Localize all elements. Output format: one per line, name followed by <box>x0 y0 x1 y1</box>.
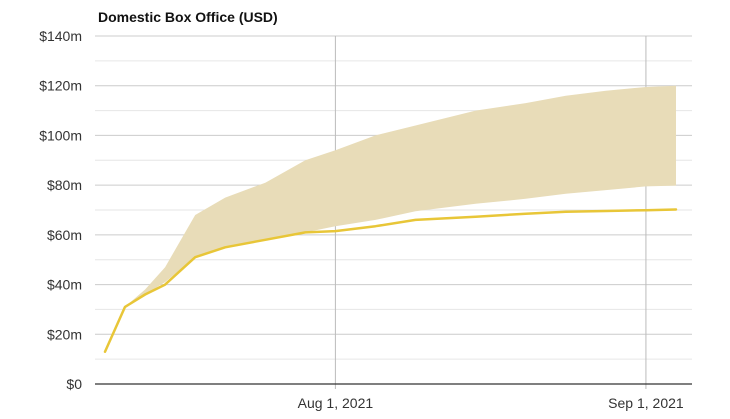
chart-title: Domestic Box Office (USD) <box>98 9 278 25</box>
y-tick-label: $20m <box>47 326 82 342</box>
y-tick-label: $0 <box>66 376 82 392</box>
x-axis-tick-labels: Aug 1, 2021 Sep 1, 2021 <box>298 395 684 411</box>
x-tick-label: Aug 1, 2021 <box>298 395 374 411</box>
y-tick-label: $100m <box>39 127 82 143</box>
y-axis-tick-labels: $0 $20m $40m $60m $80m $100m $120m $140m <box>39 28 82 392</box>
y-tick-label: $40m <box>47 277 82 293</box>
range-band-layer <box>125 85 676 307</box>
range-band <box>125 85 676 307</box>
y-tick-label: $60m <box>47 227 82 243</box>
y-tick-label: $140m <box>39 28 82 44</box>
line-series-layer <box>103 208 678 353</box>
y-tick-label: $80m <box>47 177 82 193</box>
y-tick-label: $120m <box>39 78 82 94</box>
x-tick-label: Sep 1, 2021 <box>608 395 684 411</box>
box-office-line <box>103 208 678 353</box>
